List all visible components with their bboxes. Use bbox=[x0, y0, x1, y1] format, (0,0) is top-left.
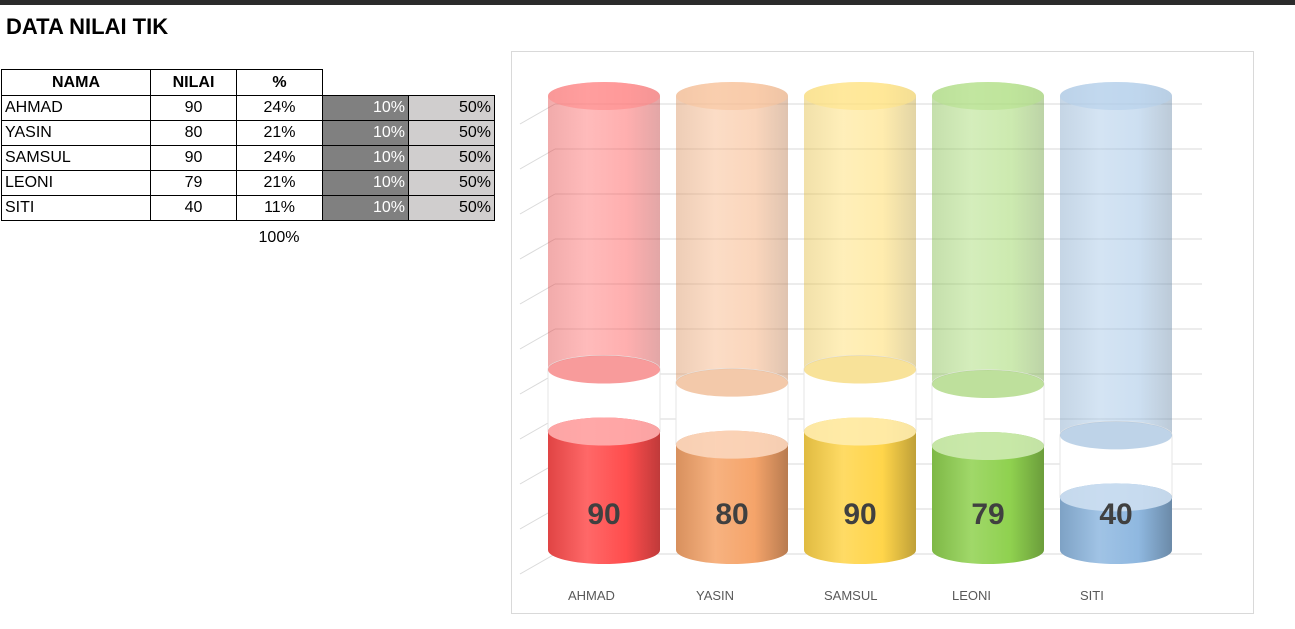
data-label: 90 bbox=[843, 498, 876, 531]
bar-container-top bbox=[1060, 82, 1172, 110]
gridline bbox=[519, 553, 556, 575]
category-label: SAMSUL bbox=[824, 588, 877, 603]
data-label: 40 bbox=[1099, 498, 1132, 531]
bar-band-top bbox=[1060, 421, 1172, 450]
cell-helper-10[interactable]: 10% bbox=[322, 170, 409, 196]
bar-samsul: 90 SAMSUL bbox=[803, 82, 917, 603]
cell-helper-10[interactable]: 10% bbox=[322, 145, 409, 171]
cell-nama[interactable]: AHMAD bbox=[1, 95, 151, 121]
bar-band-top bbox=[548, 355, 660, 384]
total-percent[interactable]: 100% bbox=[258, 229, 300, 246]
chart-area[interactable]: 90 AHMAD 80 YASIN 90 SAMSUL 79 LEONI 40 SITI bbox=[511, 51, 1254, 614]
sheet-title: DATA NILAI TIK bbox=[6, 14, 169, 39]
cell-helper-50[interactable]: 50% bbox=[408, 170, 495, 196]
cell-percent[interactable]: 21% bbox=[236, 170, 323, 196]
cell-nama[interactable]: SAMSUL bbox=[1, 145, 151, 171]
data-label: 79 bbox=[971, 498, 1004, 531]
table-row: LEONI 79 21% 10% 50% bbox=[1, 170, 495, 196]
bar-value-top bbox=[804, 417, 916, 446]
bar-container bbox=[676, 82, 788, 383]
bar-container bbox=[1060, 82, 1172, 436]
cell-helper-50[interactable]: 50% bbox=[408, 120, 495, 146]
data-table: NAMA NILAI % AHMAD 90 24% 10% 50% YASIN 80 21% 1… bbox=[1, 69, 495, 221]
bar-container bbox=[932, 82, 1044, 384]
bar-container-top bbox=[804, 82, 916, 110]
data-label: 90 bbox=[587, 498, 620, 531]
table-row: SAMSUL 90 24% 10% 50% bbox=[1, 145, 495, 171]
header-nilai[interactable]: NILAI bbox=[150, 69, 237, 96]
bar-yasin: 80 YASIN bbox=[675, 82, 789, 603]
table-row: YASIN 80 21% 10% 50% bbox=[1, 120, 495, 146]
bar-leoni: 79 LEONI bbox=[931, 82, 1045, 603]
bar-ahmad: 90 AHMAD bbox=[547, 82, 661, 603]
bar-container bbox=[804, 82, 916, 370]
bar-value bbox=[804, 417, 916, 564]
bar-value-top bbox=[548, 417, 660, 446]
category-label: SITI bbox=[1080, 588, 1104, 603]
cell-helper-10[interactable]: 10% bbox=[322, 195, 409, 221]
bar-value bbox=[548, 417, 660, 564]
cell-percent[interactable]: 24% bbox=[236, 145, 323, 171]
cell-percent[interactable]: 24% bbox=[236, 95, 323, 121]
bar-value bbox=[932, 431, 1044, 564]
cell-percent[interactable]: 21% bbox=[236, 120, 323, 146]
category-label: LEONI bbox=[952, 588, 991, 603]
bar-band-top bbox=[676, 368, 788, 397]
bar-container bbox=[548, 82, 660, 370]
data-label: 80 bbox=[715, 498, 748, 531]
table-header-row: NAMA NILAI % bbox=[1, 69, 495, 96]
cell-nama[interactable]: LEONI bbox=[1, 170, 151, 196]
cell-helper-50[interactable]: 50% bbox=[408, 95, 495, 121]
cell-helper-50[interactable]: 50% bbox=[408, 145, 495, 171]
bar-band-top bbox=[804, 355, 916, 384]
cell-helper-10[interactable]: 10% bbox=[322, 120, 409, 146]
bar-container-top bbox=[548, 82, 660, 110]
bar-value-top bbox=[932, 431, 1044, 460]
top-border bbox=[0, 0, 1295, 5]
table-row: SITI 40 11% 10% 50% bbox=[1, 195, 495, 221]
cell-nilai[interactable]: 80 bbox=[150, 120, 237, 146]
header-nama[interactable]: NAMA bbox=[1, 69, 151, 96]
category-label: AHMAD bbox=[568, 588, 615, 603]
bar-value-top bbox=[1060, 483, 1172, 512]
cell-nama[interactable]: SITI bbox=[1, 195, 151, 221]
bar-container-top bbox=[932, 82, 1044, 110]
bar-value-top bbox=[676, 430, 788, 459]
table-row: AHMAD 90 24% 10% 50% bbox=[1, 95, 495, 121]
bar-siti: 40 SITI bbox=[1059, 82, 1173, 603]
cell-helper-10[interactable]: 10% bbox=[322, 95, 409, 121]
cell-percent[interactable]: 11% bbox=[236, 195, 323, 221]
cell-helper-50[interactable]: 50% bbox=[408, 195, 495, 221]
cell-nilai[interactable]: 90 bbox=[150, 145, 237, 171]
cell-nilai[interactable]: 90 bbox=[150, 95, 237, 121]
bar-container-top bbox=[676, 82, 788, 110]
cell-nama[interactable]: YASIN bbox=[1, 120, 151, 146]
cell-nilai[interactable]: 40 bbox=[150, 195, 237, 221]
cylinder-chart: 90 AHMAD 80 YASIN 90 SAMSUL 79 LEONI 40 SITI bbox=[519, 82, 1202, 603]
category-label: YASIN bbox=[696, 588, 734, 603]
cell-nilai[interactable]: 79 bbox=[150, 170, 237, 196]
bar-band-top bbox=[932, 369, 1044, 398]
bar-value bbox=[676, 430, 788, 564]
header-percent[interactable]: % bbox=[236, 69, 323, 96]
